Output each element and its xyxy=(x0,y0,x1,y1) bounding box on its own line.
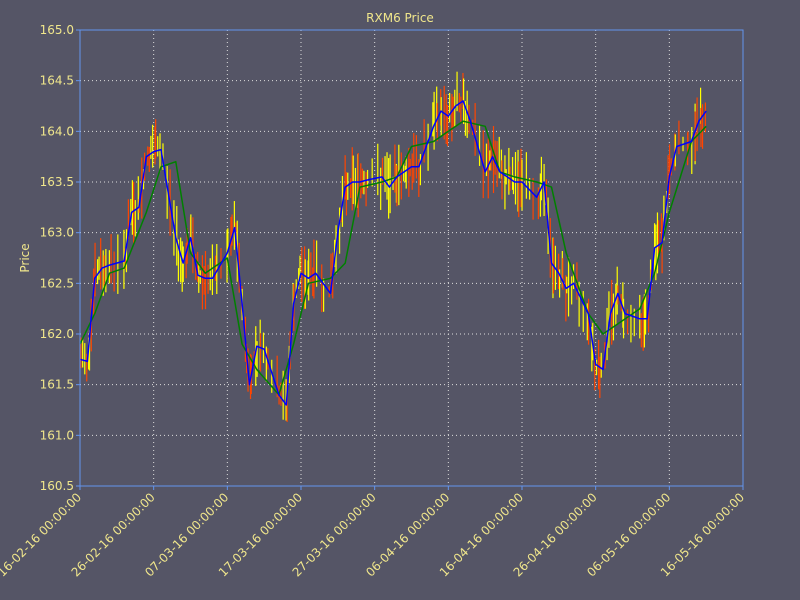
chart-title: RXM6 Price xyxy=(366,11,434,25)
candlestick-ticks xyxy=(80,71,706,422)
green-series-line xyxy=(79,120,707,396)
plot-frame xyxy=(79,29,744,487)
y-tick-label: 161.0 xyxy=(40,428,74,442)
y-axis-label: Price xyxy=(18,243,32,272)
y-tick-label: 164.0 xyxy=(40,124,74,138)
y-tick-label: 160.5 xyxy=(40,479,74,493)
y-tick-label: 163.5 xyxy=(40,175,74,189)
y-tick-label: 165.0 xyxy=(40,23,74,37)
x-tick-label: 16-05-16 00:00:00 xyxy=(658,490,747,579)
y-tick-label: 162.5 xyxy=(40,276,74,290)
grid-lines xyxy=(80,30,743,486)
y-tick-labels: 160.5 161.0 161.5 162.0 162.5 163.0 163.5 164.0… xyxy=(40,23,80,493)
y-tick-label: 163.0 xyxy=(40,226,74,240)
y-tick-label: 164.5 xyxy=(40,74,74,88)
blue-series-line xyxy=(79,100,707,406)
y-tick-label: 162.0 xyxy=(40,327,74,341)
y-tick-label: 161.5 xyxy=(40,378,74,392)
series-lines xyxy=(79,100,707,406)
